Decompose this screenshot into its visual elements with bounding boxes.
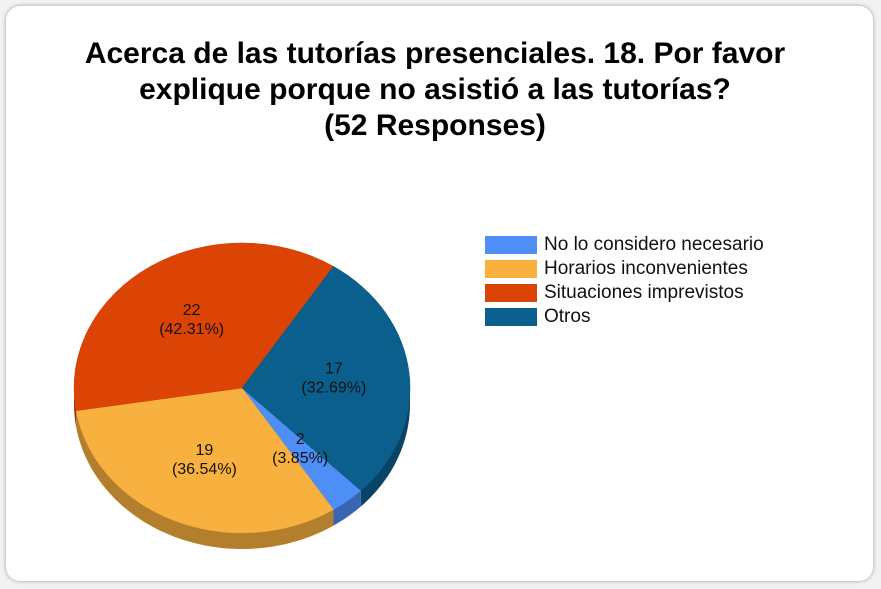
pie-side (333, 490, 361, 526)
data-label: 22 (42.31%) (159, 302, 224, 338)
pie-slice (73, 242, 334, 411)
data-label: 2 (3.85%) (272, 431, 328, 467)
chart-title: Acerca de las tutorías presenciales. 18.… (84, 37, 786, 106)
pie-slice (75, 387, 334, 534)
pie-slice (241, 266, 411, 491)
legend-swatch (485, 260, 537, 278)
legend-swatch (485, 284, 537, 302)
data-label: 17 (32.69%) (301, 361, 366, 397)
data-label-line: (36.54%) (172, 461, 237, 478)
pie-side (74, 388, 77, 427)
legend-swatch (485, 236, 537, 254)
chart-subtitle: (52 Responses) (324, 109, 546, 142)
data-label-line: (32.69%) (301, 380, 366, 397)
data-label: 19 (36.54%) (172, 442, 237, 478)
legend-label: Otros (544, 306, 590, 327)
data-label-line: (3.85%) (272, 450, 328, 467)
legend-label: No lo considero necesario (544, 234, 764, 255)
legend-swatch (485, 308, 537, 326)
data-label-line: 2 (296, 431, 305, 448)
data-label-line: 17 (325, 361, 343, 378)
pie-side (360, 390, 410, 507)
legend-label: Horarios inconvenientes (544, 258, 748, 279)
legend-label: Situaciones imprevistos (544, 282, 744, 303)
data-label-line: 19 (196, 442, 214, 459)
pie-side (76, 410, 334, 549)
chart-title-block: Acerca de las tutorías presenciales. 18.… (40, 36, 830, 144)
data-label-line: (42.31%) (159, 321, 224, 338)
data-label-line: 22 (183, 302, 201, 319)
